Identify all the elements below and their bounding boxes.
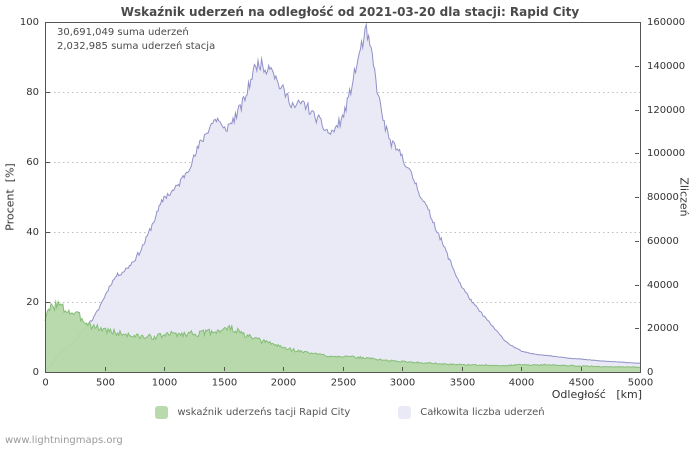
chart-title: Wskaźnik uderzeń na odległość od 2021-03…: [120, 5, 580, 19]
legend-swatch-station: [155, 406, 169, 419]
legend-label-total: Całkowita liczba uderzeń: [420, 407, 545, 418]
watermark-link[interactable]: www.lightningmaps.org: [5, 435, 123, 446]
legend-item-total: Całkowita liczba uderzeń: [398, 406, 545, 419]
annotation-station-strikes: 2,032,985 suma uderzeń stacja: [57, 41, 216, 52]
legend-label-station: wskaźnik uderzeńs tacji Rapid City: [177, 407, 351, 418]
legend-item-station: wskaźnik uderzeńs tacji Rapid City: [155, 406, 350, 419]
x-axis-label: Odległość [km]: [551, 388, 642, 401]
chart-legend: wskaźnik uderzeńs tacji Rapid City Całko…: [0, 406, 700, 419]
y-axis-label-left: Procent [%]: [3, 163, 17, 231]
y-axis-label-right: Zliczeń: [677, 177, 691, 217]
legend-swatch-total: [398, 406, 412, 419]
annotation-total-strikes: 30,691,049 suma uderzeń: [57, 27, 189, 38]
